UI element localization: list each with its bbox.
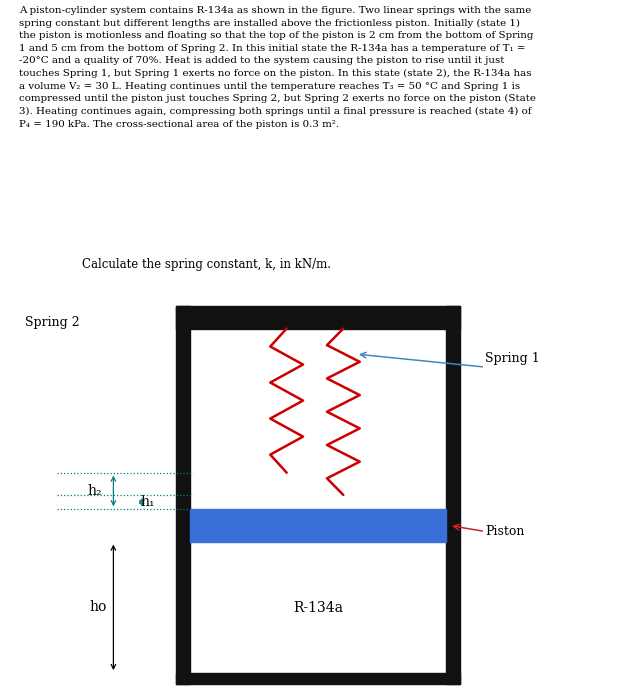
Text: hᴏ: hᴏ [89, 601, 106, 615]
Bar [176, 673, 460, 684]
Text: A piston-cylinder system contains R-134a as shown in the figure. Two linear spri: A piston-cylinder system contains R-134a… [19, 6, 536, 129]
Bar [176, 306, 190, 684]
Text: Spring 2: Spring 2 [25, 316, 80, 329]
Text: Calculate the spring constant, k, in kN/m.: Calculate the spring constant, k, in kN/… [82, 258, 331, 272]
Text: h₂: h₂ [87, 484, 102, 498]
Bar [190, 328, 446, 673]
Bar [190, 509, 446, 542]
Text: h₁: h₁ [140, 495, 156, 509]
Text: Piston: Piston [485, 525, 524, 538]
Text: Spring 1: Spring 1 [485, 353, 540, 365]
Text: R-134a: R-134a [293, 601, 343, 615]
Bar [176, 306, 460, 328]
Bar [446, 306, 460, 684]
